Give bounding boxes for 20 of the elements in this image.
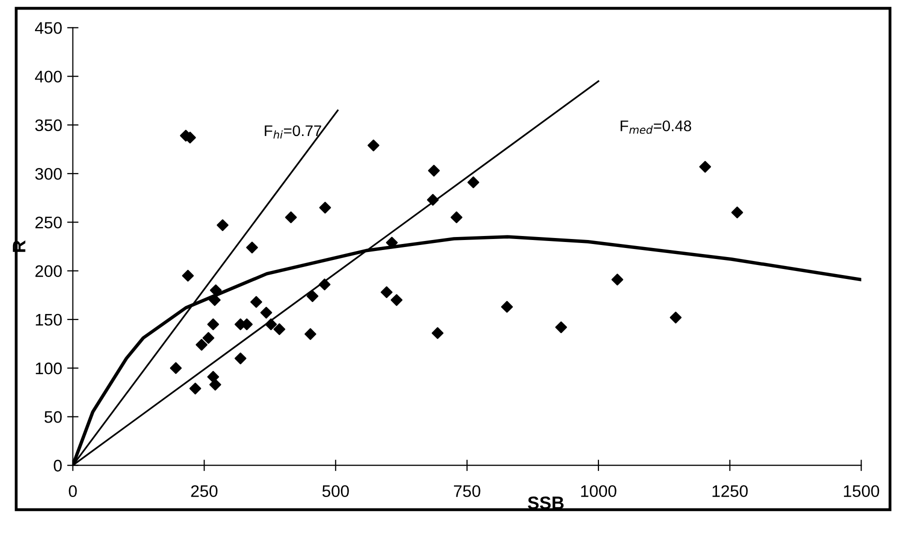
x-tick-label: 0 (68, 485, 77, 498)
x-tick-label: 1250 (712, 485, 748, 498)
y-tick-label: 250 (35, 216, 62, 228)
series-label: F$_{hi}$=0.77 (264, 125, 322, 139)
y-tick-label: 350 (35, 119, 62, 132)
y-tick-label: 200 (35, 265, 62, 278)
x-tick-label: 500 (322, 485, 349, 498)
y-tick-label: 0 (54, 460, 62, 472)
y-tick-label: 300 (35, 168, 62, 180)
y-tick-label: 100 (36, 362, 62, 374)
y-tick-label: 150 (36, 314, 62, 326)
y-tick-label: 50 (44, 411, 62, 423)
y-tick-label: 450 (34, 22, 62, 34)
x-tick-label: 750 (454, 485, 480, 498)
x-tick-label: 1500 (844, 485, 880, 498)
y-tick-label: 400 (34, 70, 62, 83)
x-tick-label: 1000 (581, 485, 616, 498)
text: F$_{med}$=0.48 (620, 120, 692, 134)
x-axis-title: SSB (528, 496, 564, 510)
x-tick-label: 250 (191, 485, 218, 498)
